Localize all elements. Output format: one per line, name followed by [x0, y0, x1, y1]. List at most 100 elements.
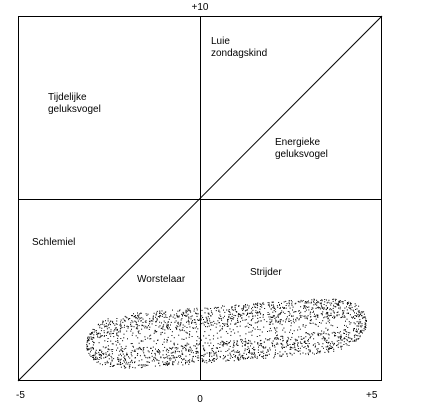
dot	[231, 306, 233, 308]
dot	[131, 343, 133, 344]
region-label: Worstelaar	[137, 274, 186, 285]
dot	[241, 308, 243, 310]
dot	[199, 319, 201, 321]
dot	[235, 344, 237, 346]
dot	[238, 354, 240, 356]
dot	[197, 344, 199, 346]
dot	[257, 329, 259, 330]
dot	[212, 359, 214, 361]
dot	[219, 343, 221, 345]
dot	[350, 340, 352, 342]
dot	[271, 342, 273, 344]
dot	[248, 351, 249, 353]
dot	[170, 324, 171, 326]
dot	[170, 321, 172, 323]
dot	[241, 314, 243, 316]
dot	[166, 326, 168, 328]
dot	[196, 313, 198, 315]
dot	[316, 307, 318, 309]
dot	[365, 318, 367, 320]
dot	[204, 361, 206, 363]
dot	[297, 342, 299, 344]
dot	[225, 360, 227, 362]
dot	[248, 316, 250, 318]
dot	[316, 348, 318, 350]
dot	[275, 329, 277, 331]
dot	[172, 364, 174, 366]
dot	[281, 335, 283, 337]
dot	[123, 326, 125, 328]
dot	[147, 350, 149, 352]
dot	[300, 306, 302, 308]
dot	[335, 298, 337, 300]
dot	[133, 326, 135, 328]
dot	[147, 313, 149, 315]
dot	[144, 355, 146, 357]
dot	[152, 318, 154, 319]
dot	[303, 306, 305, 308]
dot	[103, 357, 105, 359]
dot	[210, 310, 212, 312]
dot	[198, 357, 200, 359]
dot	[110, 340, 112, 342]
dot	[215, 310, 217, 312]
dot	[92, 357, 94, 358]
dot	[361, 312, 363, 314]
dot	[123, 360, 125, 362]
dot	[222, 345, 224, 347]
dot	[107, 320, 109, 322]
dot	[352, 340, 354, 342]
dot	[185, 314, 187, 316]
dot	[304, 341, 306, 343]
dot	[134, 316, 136, 318]
dot	[288, 320, 289, 322]
dot	[325, 327, 327, 329]
dot	[354, 340, 356, 342]
dot	[342, 301, 344, 303]
dot	[170, 314, 172, 316]
dot	[160, 334, 162, 336]
dot	[166, 317, 168, 318]
dot	[259, 308, 261, 310]
dot	[223, 343, 225, 345]
dot	[138, 318, 140, 320]
dot	[347, 336, 349, 338]
dot	[143, 354, 145, 356]
dot	[185, 337, 187, 339]
dot	[277, 343, 279, 345]
dot	[332, 342, 334, 344]
dot	[215, 351, 217, 353]
dot	[157, 351, 158, 353]
dot	[96, 334, 98, 335]
dot	[226, 323, 228, 325]
dot	[242, 307, 244, 309]
dot	[207, 322, 209, 324]
dot	[127, 327, 129, 329]
dot	[90, 349, 92, 351]
dot	[205, 326, 206, 328]
dot	[152, 346, 154, 348]
dot	[188, 360, 190, 362]
dot	[143, 325, 145, 327]
dot	[303, 347, 305, 348]
dot	[167, 325, 169, 327]
dot	[223, 355, 224, 357]
dot	[340, 336, 341, 338]
dot	[132, 345, 134, 347]
dot	[220, 318, 222, 319]
dot	[213, 345, 214, 347]
dot	[274, 315, 275, 317]
dot	[239, 353, 241, 355]
dot	[140, 312, 142, 314]
dot	[149, 357, 151, 359]
dot	[202, 317, 204, 318]
dot	[358, 314, 360, 316]
dot	[118, 360, 120, 362]
dot	[132, 315, 133, 317]
dot	[268, 316, 270, 318]
dot	[302, 325, 304, 327]
dot	[270, 330, 272, 332]
dot	[315, 324, 317, 326]
dot	[124, 358, 126, 360]
dot	[325, 338, 326, 340]
